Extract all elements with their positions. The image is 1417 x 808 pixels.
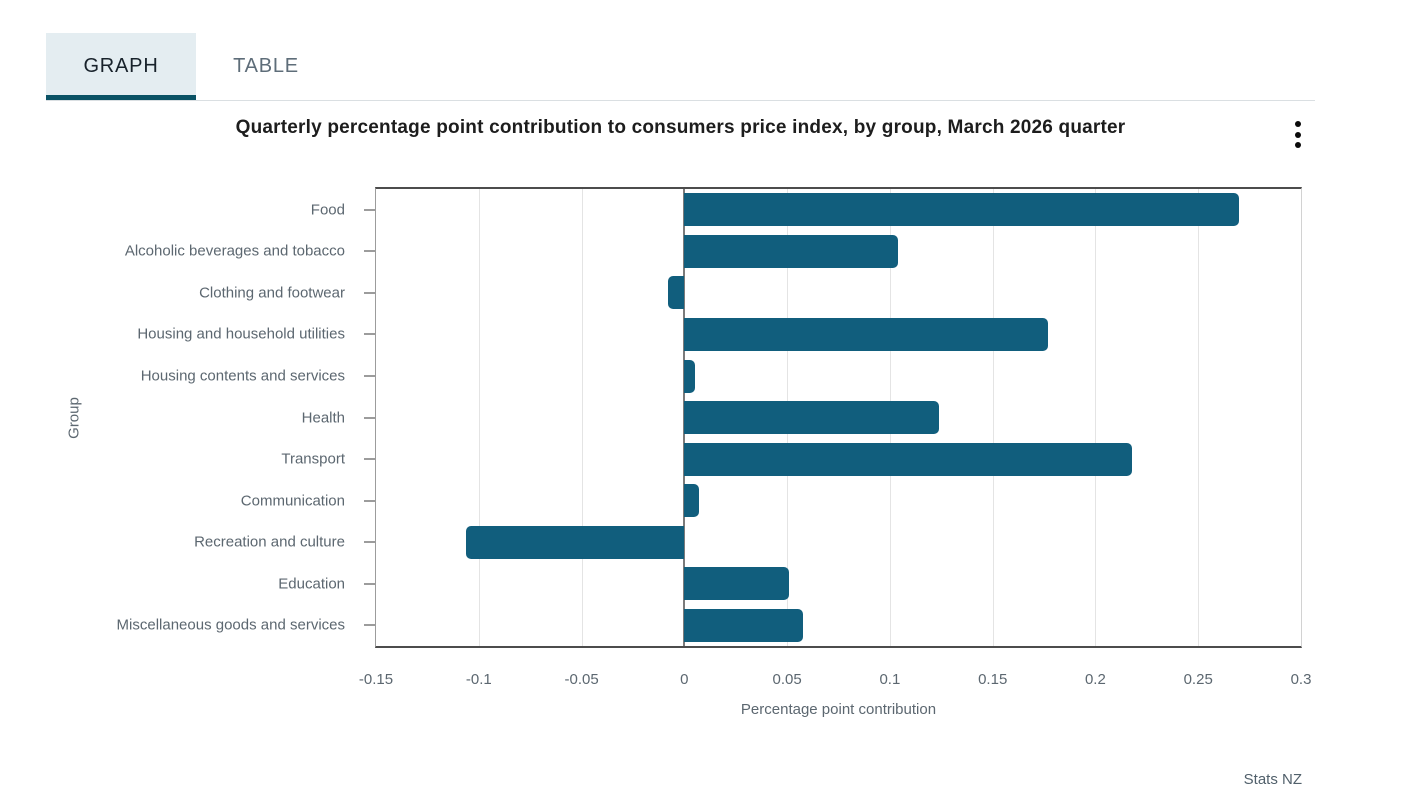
source-label: Stats NZ bbox=[1243, 771, 1302, 788]
x-axis-tick-label: 0.1 bbox=[879, 671, 901, 688]
category-label: Clothing and footwear bbox=[199, 284, 345, 302]
bar-transport[interactable] bbox=[684, 442, 1133, 476]
gridline bbox=[992, 189, 994, 646]
plot-area bbox=[375, 187, 1302, 648]
x-axis-tick-label: 0.25 bbox=[1183, 671, 1213, 688]
bar-food[interactable] bbox=[684, 193, 1240, 227]
y-axis-tick bbox=[364, 291, 375, 294]
chart-title: Quarterly percentage point contribution … bbox=[235, 117, 1126, 138]
x-axis-tick-label: -0.05 bbox=[564, 671, 599, 688]
bar-miscellaneous-goods-and-services[interactable] bbox=[684, 608, 804, 642]
category-label: Education bbox=[278, 575, 345, 593]
bar-housing-and-household-utilities[interactable] bbox=[684, 317, 1049, 351]
category-label: Food bbox=[310, 201, 345, 219]
y-axis-tick bbox=[364, 499, 375, 502]
bar-housing-contents-and-services[interactable] bbox=[684, 359, 695, 393]
category-axis: Food Alcoholic beverages and tobacco Cloth… bbox=[0, 189, 345, 646]
x-axis-tick-label: 0.05 bbox=[772, 671, 802, 688]
y-axis-tick bbox=[364, 375, 375, 377]
x-axis-tick-label: -0.15 bbox=[358, 671, 394, 688]
category-label: Recreation and culture bbox=[194, 533, 345, 551]
tab-graph[interactable]: GRAPH bbox=[46, 33, 196, 100]
y-axis-tick bbox=[364, 582, 375, 585]
category-label: Housing contents and services bbox=[140, 367, 345, 385]
y-axis-tick bbox=[364, 250, 375, 253]
gridline bbox=[1095, 189, 1097, 646]
category-label: Health bbox=[301, 409, 345, 426]
tab-table-label: TABLE bbox=[233, 55, 299, 77]
y-axis-tick bbox=[364, 333, 375, 336]
category-label: Communication bbox=[240, 492, 345, 510]
x-axis-title: Percentage point contribution bbox=[740, 701, 937, 718]
gridline bbox=[1198, 189, 1200, 646]
bar-communication[interactable] bbox=[684, 484, 699, 518]
tab-graph-label: GRAPH bbox=[83, 55, 159, 77]
category-label: Housing and household utilities bbox=[137, 325, 345, 343]
y-axis-tick bbox=[364, 541, 375, 544]
bar-alcoholic-beverages-and-tobacco[interactable] bbox=[684, 234, 899, 268]
y-axis-tick bbox=[364, 208, 375, 211]
category-label: Transport bbox=[281, 450, 345, 468]
y-axis-tick bbox=[364, 416, 375, 419]
tab-bar: GRAPH TABLE bbox=[46, 33, 1315, 101]
x-axis-tick-label: 0.2 bbox=[1084, 671, 1106, 688]
kebab-menu-icon[interactable] bbox=[1292, 121, 1304, 148]
x-axis-tick-label: 0.15 bbox=[978, 671, 1008, 688]
bar-education[interactable] bbox=[684, 567, 790, 601]
tab-table[interactable]: TABLE bbox=[196, 33, 336, 100]
x-axis-tick-label: 0 bbox=[680, 671, 689, 688]
bar-health[interactable] bbox=[684, 401, 940, 434]
x-axis-tick-label: -0.1 bbox=[465, 671, 492, 688]
bar-recreation-and-culture[interactable] bbox=[466, 525, 685, 559]
gridline bbox=[581, 189, 583, 646]
y-axis-tick bbox=[364, 624, 375, 627]
gridline bbox=[478, 189, 480, 646]
x-axis-tick-label: 0.3 bbox=[1290, 671, 1312, 688]
category-label: Alcoholic beverages and tobacco bbox=[124, 242, 345, 260]
bar-clothing-and-footwear[interactable] bbox=[667, 276, 685, 310]
category-label: Miscellaneous goods and services bbox=[116, 616, 345, 634]
y-axis-tick bbox=[364, 458, 375, 460]
